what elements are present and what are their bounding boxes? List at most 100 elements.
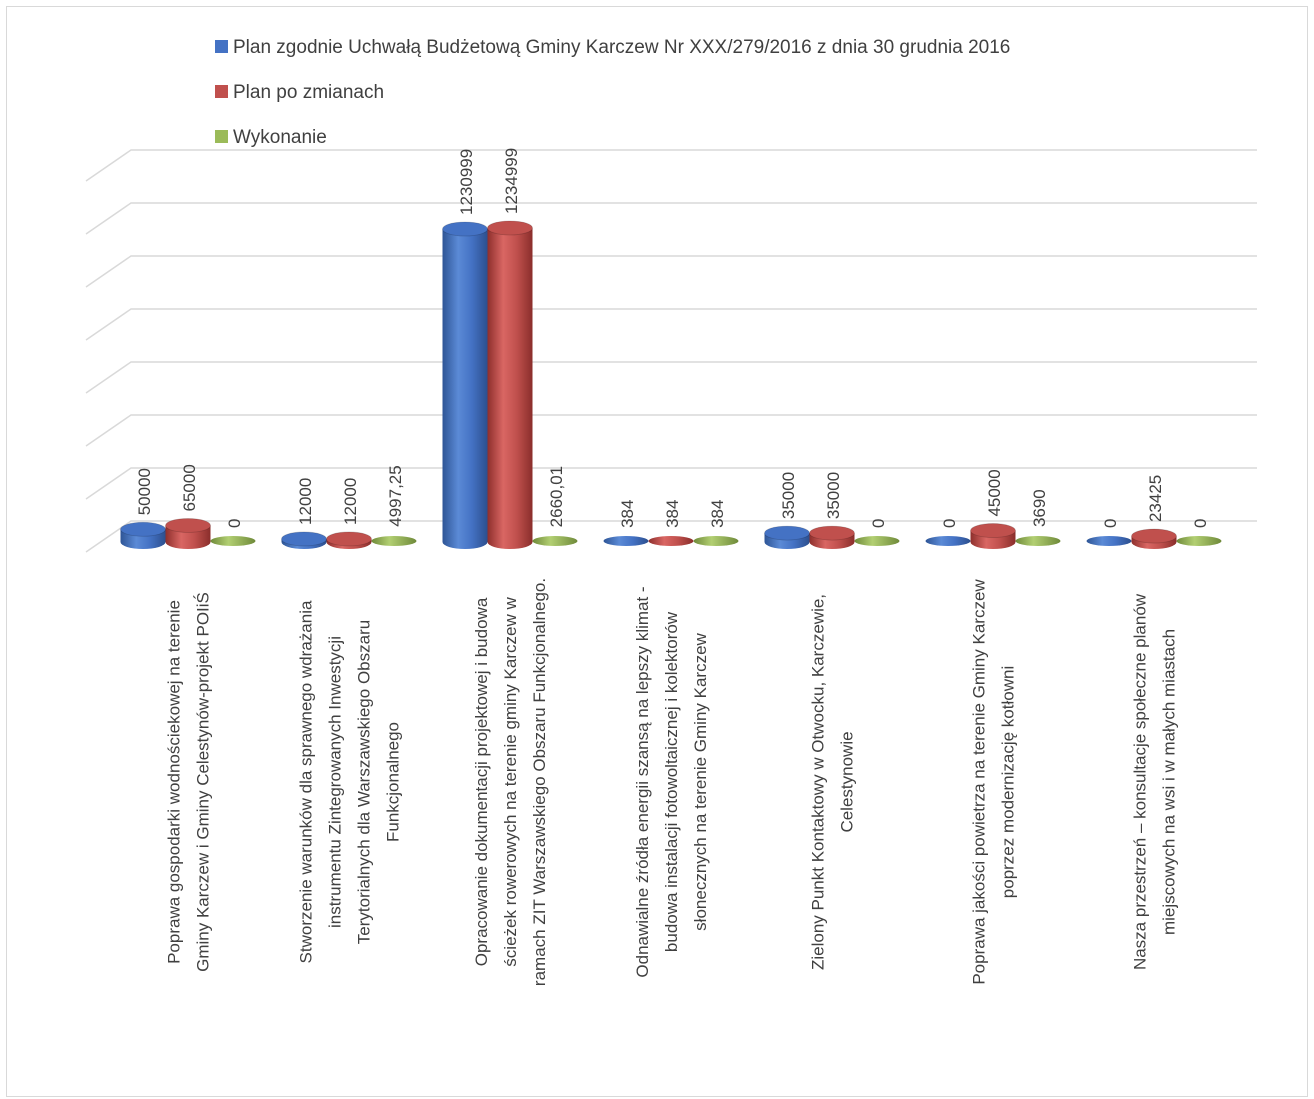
bar-disc	[925, 536, 971, 546]
legend-swatch	[215, 85, 228, 98]
bar	[487, 220, 533, 549]
bar	[1086, 536, 1132, 546]
bar	[693, 536, 739, 546]
bar	[326, 531, 372, 549]
bar	[210, 536, 256, 546]
bar-top	[1131, 528, 1177, 544]
bar	[1131, 528, 1177, 549]
category-label-line: ścieżek rowerowych na terenie gminy Karc…	[501, 597, 520, 967]
legend: Plan zgodnie Uchwałą Budżetową Gminy Kar…	[215, 37, 1010, 148]
category-label: Nasza przestrzeń – konsultacje społeczne…	[1131, 593, 1179, 970]
bar-top	[809, 525, 855, 541]
bar-top	[120, 521, 166, 537]
data-label: 0	[940, 519, 959, 528]
category-label-line: Zielony Punkt Kontaktowy w Otwocku, Karc…	[809, 594, 828, 970]
bar-top	[326, 531, 372, 547]
data-label: 50000	[135, 468, 154, 515]
bar	[442, 221, 488, 549]
category-label-line: Opracowanie dokumentacji projektowej i b…	[472, 597, 491, 966]
gridlines	[85, 149, 1257, 553]
data-label: 0	[1101, 519, 1120, 528]
legend-label: Wykonanie	[233, 127, 327, 148]
data-label: 12000	[296, 478, 315, 525]
category-label-line: miejscowych na wsi i w małych miastach	[1160, 629, 1179, 935]
bar-top	[487, 220, 533, 236]
bar-disc	[693, 536, 739, 546]
data-label: 23425	[1146, 475, 1165, 522]
category-label-line: ramach ZIT Warszawskiego Obszaru Funkcjo…	[530, 578, 549, 986]
bar-top	[970, 523, 1016, 538]
legend-label: Plan po zmianach	[233, 82, 384, 103]
bar	[532, 536, 578, 546]
bar	[371, 536, 417, 546]
data-label: 384	[708, 500, 727, 528]
category-label-line: Celestynowie	[838, 731, 857, 832]
bar	[1015, 536, 1061, 546]
legend-swatch	[215, 130, 228, 143]
bar	[970, 523, 1016, 549]
bar-top	[165, 518, 211, 533]
bar-disc	[1086, 536, 1132, 546]
bar-disc	[371, 536, 417, 546]
category-label: Zielony Punkt Kontaktowy w Otwocku, Karc…	[809, 594, 857, 970]
bar-top	[764, 525, 810, 541]
data-label: 4997,25	[386, 465, 405, 526]
category-label: Odnawialne źródła energii szansą na leps…	[633, 586, 710, 977]
gridline	[85, 308, 1257, 341]
data-label: 0	[1191, 519, 1210, 528]
data-label: 384	[618, 500, 637, 528]
data-label: 35000	[824, 472, 843, 519]
category-label-line: budowa instalacji fotowoltaicznej i kole…	[662, 611, 681, 952]
category-label-line: Stworzenie warunków dla sprawnego wdraża…	[297, 600, 316, 963]
category-labels: Poprawa gospodarki wodnościekowej na ter…	[165, 578, 1179, 986]
bar-disc	[854, 536, 900, 546]
data-label: 1234999	[502, 148, 521, 214]
data-label: 0	[869, 519, 888, 528]
data-label: 0	[225, 519, 244, 528]
data-label: 1230999	[457, 149, 476, 215]
bar-disc	[603, 536, 649, 546]
data-label: 3690	[1030, 489, 1049, 527]
category-label: Poprawa jakości powietrza na terenie Gmi…	[970, 579, 1018, 985]
bar-body	[442, 229, 488, 549]
bar	[809, 525, 855, 549]
bar	[854, 536, 900, 546]
data-label: 65000	[180, 464, 199, 511]
category-label-line: Funkcjonalnego	[384, 722, 403, 842]
category-label: Stworzenie warunków dla sprawnego wdraża…	[297, 600, 403, 963]
category-label-line: Nasza przestrzeń – konsultacje społeczne…	[1131, 593, 1150, 970]
category-label-line: poprzez modernizację kotłowni	[999, 666, 1018, 898]
gridline	[85, 202, 1257, 235]
category-label: Opracowanie dokumentacji projektowej i b…	[472, 578, 549, 986]
category-label-line: Odnawialne źródła energii szansą na leps…	[633, 586, 652, 977]
data-label: 45000	[985, 469, 1004, 516]
bar-top	[442, 221, 488, 237]
gridline	[85, 361, 1257, 394]
data-labels: 50000 65000 0 12000 12000 4997,25 1230999 12349…	[135, 148, 1210, 528]
category-label-line: słonecznych na terenie Gminy Karczew	[691, 632, 710, 930]
bar-disc	[1176, 536, 1222, 546]
legend-swatch	[215, 40, 228, 53]
category-label-line: Gminy Karczew i Gminy Celestynów-projekt…	[194, 592, 213, 972]
bar-disc	[648, 536, 694, 546]
category-label-line: Poprawa jakości powietrza na terenie Gmi…	[970, 579, 989, 985]
bar-top	[281, 531, 327, 547]
bar	[925, 536, 971, 546]
bar	[603, 536, 649, 546]
bar-disc	[210, 536, 256, 546]
gridline	[85, 414, 1257, 447]
gridline	[85, 520, 1257, 553]
category-label-line: Terytorialnych dla Warszawskiego Obszaru	[355, 620, 374, 944]
category-label-line: Poprawa gospodarki wodnościekowej na ter…	[165, 600, 184, 964]
bar	[165, 518, 211, 549]
bar	[1176, 536, 1222, 546]
bar	[648, 536, 694, 546]
gridline	[85, 467, 1257, 500]
data-label: 384	[663, 500, 682, 528]
chart-frame	[6, 6, 1308, 1097]
bar	[281, 531, 327, 549]
bar	[764, 525, 810, 549]
bar-disc	[532, 536, 578, 546]
data-label: 2660,01	[547, 466, 566, 527]
